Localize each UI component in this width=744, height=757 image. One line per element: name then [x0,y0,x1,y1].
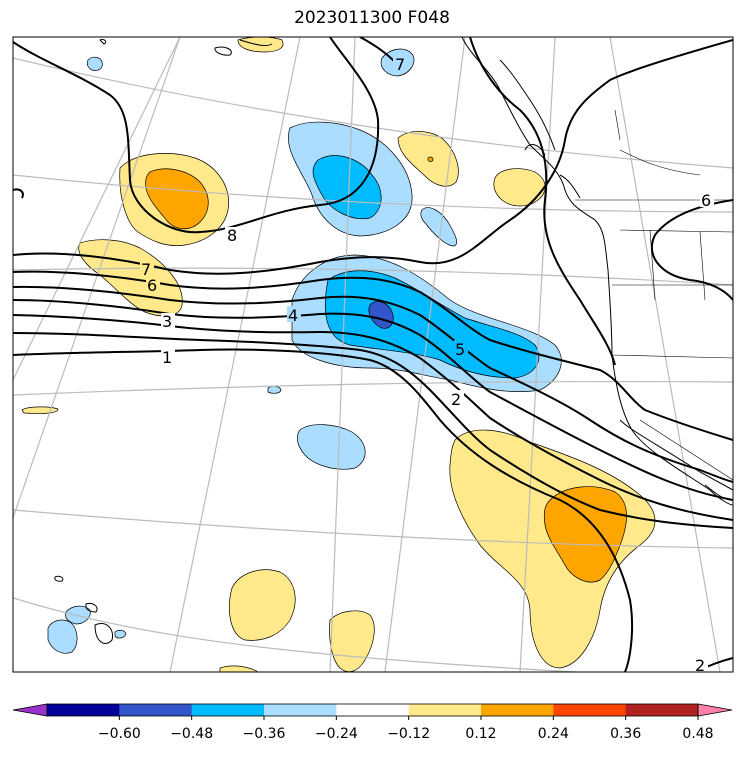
colorbar-tick-label: −0.36 [243,726,286,742]
contour-label: 6 [147,276,157,295]
pos-anomaly-northwest-core [145,168,209,230]
colorbar-outline [46,703,699,717]
colorbar-segment [481,704,554,716]
colorbar-extend-high [697,703,733,717]
neg-anomaly-hawaii [47,619,78,654]
neg-anomaly-small-2 [420,207,457,247]
colorbar-tick-label: −0.12 [387,726,430,742]
colorbar-segment [625,704,699,716]
pos-anomaly-canada [493,168,546,207]
contour-6 [13,270,733,441]
contour-label: 8 [227,226,237,245]
contour-label: 6 [701,191,711,210]
contour-label: 4 [288,306,298,325]
pos-anomaly-west-small [21,406,59,414]
neg-anomaly-hawaii-2 [65,605,91,625]
borders [575,109,733,481]
colorbar-tick-label: 0.24 [538,726,569,742]
pos-anomaly-north [237,37,284,53]
pos-anomaly-south-1 [229,569,296,641]
contour-lines [13,37,733,672]
map-title: 2023011300 F048 [294,8,450,28]
coastlines [54,37,733,644]
colorbar-tick-label: 0.12 [465,726,496,742]
contour-label-layer: 7 8 7 6 3 4 5 2 1 6 2 [140,55,714,675]
colorbar-segment [336,704,410,716]
colorbar-tick-label: 0.48 [682,726,713,742]
neg-anomaly-hawaii-3 [114,629,127,639]
contour-label: 2 [451,390,461,409]
colorbar-tick-label: −0.48 [170,726,213,742]
colorbar-segment [553,704,627,716]
colorbar-segment [408,704,482,716]
contour-8 [13,37,380,234]
map-frame [12,36,734,673]
contour-west-edge [13,188,24,199]
contour-7a [13,39,733,275]
contour-label: 2 [695,656,705,675]
colorbar-segment [191,704,265,716]
colorbar-tick-label: 0.36 [610,726,641,742]
neg-anomaly-small-5 [267,385,282,394]
contour-5 [13,285,733,483]
contour-label: 7 [141,260,151,279]
colorbar-segment [47,704,120,716]
neg-anomaly-small-1 [296,424,366,470]
pos-anomaly-coast-dot [427,156,434,162]
map-panel: 7 8 7 6 3 4 5 2 1 6 2 [13,37,733,675]
contour-label: 5 [455,340,465,359]
neg-anomaly-small-4 [86,56,103,71]
colorbar-tick-label: −0.60 [98,726,141,742]
colorbar: −0.60 −0.48 −0.36 −0.24 −0.12 0.12 0.24 0.36 0.4… [12,703,733,742]
pos-anomaly-south-2 [329,610,375,672]
contour-coastal [469,37,616,366]
contour-ne [650,199,733,301]
pos-anomaly-south-3 [219,665,259,672]
colorbar-tick-label: −0.24 [315,726,358,742]
contour-2 [13,332,733,529]
colorbar-segment [119,704,193,716]
pos-anomaly-southeast [449,429,656,669]
contour-1 [13,348,634,672]
contour-label: 1 [162,348,172,367]
colorbar-extend-low [12,703,48,717]
contour-label: 7 [395,55,405,74]
contour-label: 3 [162,312,172,331]
colorbar-segment [264,704,337,716]
